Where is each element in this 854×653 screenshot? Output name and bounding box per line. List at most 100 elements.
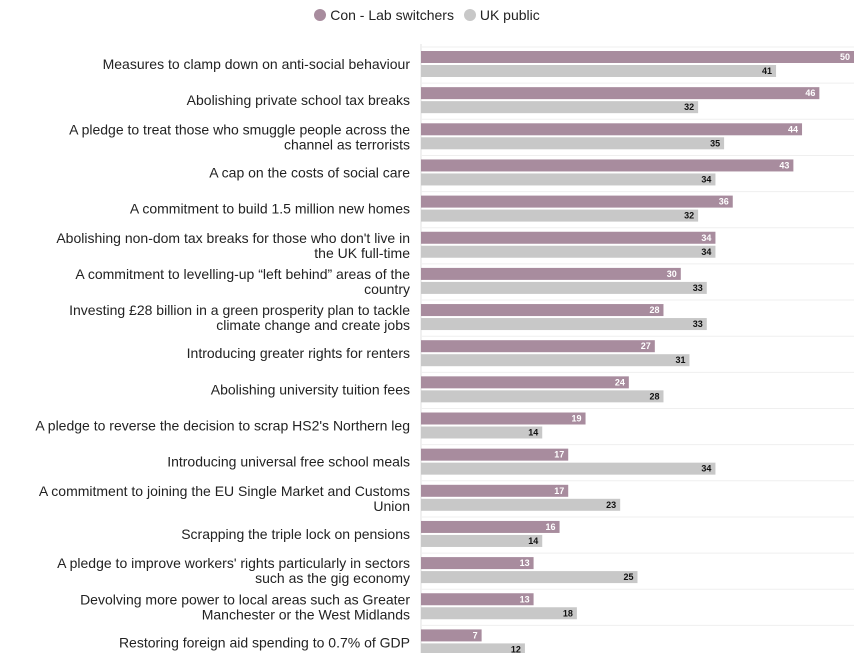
bar-con-lab	[421, 195, 733, 208]
bar-uk-public	[421, 101, 699, 114]
bar-value-label: 13	[520, 558, 530, 568]
bar-uk-public	[421, 137, 725, 150]
category-label: Restoring foreign aid spending to 0.7% o…	[119, 634, 410, 650]
bar-value-label: 27	[641, 341, 651, 351]
category-label: A cap on the costs of social care	[209, 164, 410, 180]
bar-con-lab	[421, 267, 681, 280]
bar-uk-public	[421, 643, 525, 653]
legend: Con - Lab switchers UK public	[0, 7, 854, 24]
bar-uk-public	[421, 318, 707, 331]
bar-con-lab	[421, 520, 560, 533]
category-label: Introducing greater rights for renters	[187, 345, 410, 361]
bar-con-lab	[421, 593, 534, 606]
bar-value-label: 7	[473, 630, 478, 640]
bar-uk-public	[421, 390, 664, 403]
legend-item-uk-public: UK public	[463, 7, 540, 23]
bar-con-lab	[421, 376, 629, 389]
bar-value-label: 23	[606, 500, 616, 510]
legend-item-con-lab: Con - Lab switchers	[314, 7, 454, 23]
category-label: Abolishing private school tax breaks	[187, 92, 410, 108]
bar-uk-public	[421, 173, 716, 186]
category-label-line: Manchester or the West Midlands	[202, 606, 410, 622]
bar-value-label: 44	[788, 124, 798, 134]
category-label: Abolishing university tuition fees	[211, 381, 410, 397]
bar-con-lab	[421, 340, 655, 353]
category-label-line: country	[364, 281, 410, 297]
bar-uk-public	[421, 462, 716, 475]
category-label: Measures to clamp down on anti-social be…	[103, 56, 411, 72]
category-label: A commitment to levelling-up “left behin…	[75, 266, 410, 297]
bar-con-lab	[421, 231, 716, 244]
bar-value-label: 25	[623, 572, 633, 582]
category-label: Scrapping the triple lock on pensions	[181, 526, 410, 542]
legend-label-con-lab: Con - Lab switchers	[330, 7, 454, 23]
category-label: Devolving more power to local areas such…	[80, 591, 410, 622]
chart-grid	[420, 44, 854, 653]
category-label-line: A commitment to joining the EU Single Ma…	[39, 483, 410, 499]
legend-swatch-uk-public	[463, 9, 476, 21]
bar-con-lab	[421, 304, 664, 317]
bar-value-label: 43	[779, 160, 789, 170]
category-label: Introducing universal free school meals	[167, 454, 410, 470]
bar-value-label: 31	[675, 355, 685, 365]
bar-value-label: 32	[684, 102, 694, 112]
category-label-line: A commitment to levelling-up “left behin…	[75, 266, 410, 282]
category-label-line: channel as terrorists	[284, 136, 410, 152]
bar-uk-public	[421, 607, 577, 620]
bar-value-label: 33	[693, 319, 703, 329]
bar-uk-public	[421, 245, 716, 258]
bar-value-label: 18	[563, 608, 573, 618]
bar-value-label: 35	[710, 138, 720, 148]
bar-value-label: 19	[572, 414, 582, 424]
bar-value-label: 34	[701, 174, 711, 184]
bar-value-label: 24	[615, 377, 625, 387]
bar-value-label: 36	[719, 197, 729, 207]
bar-value-label: 28	[649, 391, 659, 401]
bar-uk-public	[421, 281, 707, 294]
bar-value-label: 34	[701, 247, 711, 257]
category-label-line: Abolishing non-dom tax breaks for those …	[56, 230, 410, 246]
bar-value-label: 33	[693, 283, 703, 293]
category-label: Investing £28 billion in a green prosper…	[69, 302, 410, 333]
category-label-line: A pledge to treat those who smuggle peop…	[69, 121, 410, 137]
bar-con-lab	[421, 557, 534, 570]
chart-category-labels: Measures to clamp down on anti-social be…	[35, 56, 410, 650]
bar-uk-public	[421, 426, 543, 439]
category-label-line: Investing £28 billion in a green prosper…	[69, 302, 410, 318]
category-label-line: the UK full-time	[314, 245, 410, 261]
bar-value-label: 17	[554, 450, 564, 460]
bar-value-label: 46	[805, 88, 815, 98]
bar-con-lab	[421, 629, 482, 642]
category-label: A pledge to improve workers' rights part…	[57, 555, 410, 586]
bar-value-label: 34	[701, 464, 711, 474]
bar-value-label: 28	[649, 305, 659, 315]
category-label: A commitment to build 1.5 million new ho…	[130, 201, 410, 217]
bar-con-lab	[421, 87, 820, 100]
bar-con-lab	[421, 448, 569, 461]
legend-swatch-con-lab	[314, 9, 327, 21]
bar-value-label: 14	[528, 428, 538, 438]
bar-value-label: 13	[520, 594, 530, 604]
bar-value-label: 17	[554, 486, 564, 496]
bar-value-label: 34	[701, 233, 711, 243]
bar-con-lab	[421, 484, 569, 497]
bar-uk-public	[421, 209, 699, 222]
legend-label-uk-public: UK public	[479, 7, 540, 23]
category-label: A pledge to reverse the decision to scra…	[35, 418, 410, 434]
category-label-line: such as the gig economy	[255, 570, 410, 586]
bar-con-lab	[421, 412, 586, 425]
category-label: A commitment to joining the EU Single Ma…	[39, 483, 410, 514]
category-label-line: climate change and create jobs	[216, 317, 410, 333]
bar-uk-public	[421, 354, 690, 367]
bar-uk-public	[421, 534, 543, 547]
bar-value-label: 41	[762, 66, 772, 76]
bar-value-label: 14	[528, 536, 538, 546]
bar-value-label: 50	[840, 52, 850, 62]
category-label: Abolishing non-dom tax breaks for those …	[56, 230, 410, 261]
category-label-line: Union	[373, 498, 410, 514]
bar-con-lab	[421, 51, 854, 63]
chart-bars: 50 41 46 32 44 35 43 34 36 32 34 34 30 33 28 33 27 31 24 28…	[421, 51, 854, 653]
category-label-line: Devolving more power to local areas such…	[80, 591, 410, 607]
bar-value-label: 12	[511, 644, 521, 653]
